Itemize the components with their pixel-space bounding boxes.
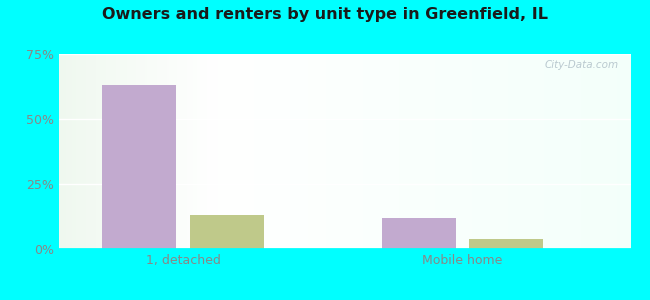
Bar [382,218,456,249]
Text: City-Data.com: City-Data.com [545,60,619,70]
Text: Owners and renters by unit type in Greenfield, IL: Owners and renters by unit type in Green… [102,8,548,22]
Bar [102,85,176,249]
Bar [469,238,543,249]
Bar [190,215,264,249]
